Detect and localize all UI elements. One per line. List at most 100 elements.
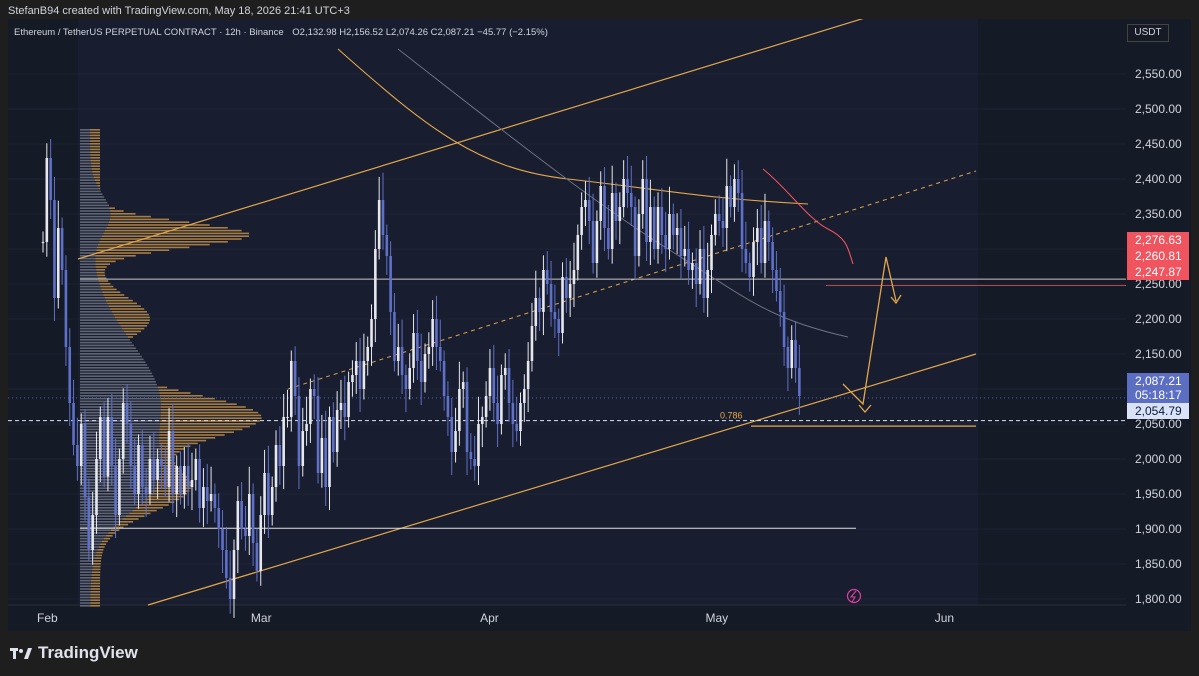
profile-bar: [80, 571, 92, 573]
candle-body: [106, 417, 110, 477]
profile-bar: [80, 409, 161, 411]
candle-body: [511, 403, 515, 424]
candle-body: [652, 207, 656, 249]
profile-bar: [90, 154, 100, 156]
profile-bar: [80, 129, 91, 131]
price-label-box: [1127, 232, 1189, 248]
candle-body: [358, 361, 362, 389]
alert-bolt-icon: [846, 588, 862, 604]
candle-body: [217, 508, 221, 529]
y-tick-label: 2,500.00: [1135, 102, 1182, 116]
price-label-box: [1127, 248, 1189, 264]
candle-body: [733, 179, 736, 207]
candle-body: [431, 319, 434, 347]
profile-bar: [80, 173, 93, 176]
y-axis: 2,550.00 2,500.00 2,450.00 2,400.00 2,350.00…: [1135, 67, 1182, 606]
price-label-box: [1127, 387, 1189, 403]
profile-bar: [108, 221, 190, 223]
candle-body: [538, 298, 541, 312]
profile-bar: [80, 509, 133, 512]
candle-body: [740, 193, 744, 249]
profile-bar: [95, 260, 116, 263]
profile-bar: [93, 560, 102, 562]
candle-body: [102, 417, 106, 477]
profile-bar: [80, 257, 96, 260]
grid: [8, 19, 1126, 605]
candle-body: [351, 375, 354, 382]
profile-bar: [96, 249, 170, 251]
profile-bar: [90, 129, 100, 131]
profile-bar: [80, 372, 152, 375]
profile-bar: [80, 350, 138, 352]
candle-body: [167, 431, 171, 487]
price-chart[interactable]: 2,550.00 2,500.00 2,450.00 2,400.00 2,350.00…: [8, 19, 1191, 631]
profile-bar: [80, 168, 92, 170]
profile-bar: [108, 532, 116, 534]
profile-bar: [80, 294, 104, 296]
profile-bar: [80, 325, 121, 327]
x-tick-label: May: [706, 611, 729, 625]
chart-frame[interactable]: 2,550.00 2,500.00 2,450.00 2,400.00 2,350.00…: [8, 19, 1191, 631]
profile-bar: [80, 582, 91, 585]
profile-bar: [80, 210, 111, 212]
profile-bar: [103, 294, 125, 296]
candle-body: [423, 354, 427, 382]
candle-body: [163, 466, 167, 487]
candle-body: [778, 291, 782, 312]
currency-selector[interactable]: USDT: [1127, 24, 1169, 42]
profile-bar: [80, 213, 111, 215]
candle-body: [64, 270, 68, 347]
candle-body: [247, 494, 251, 536]
profile-bar: [80, 269, 97, 271]
profile-bar: [80, 591, 91, 593]
candle-body: [72, 403, 75, 445]
candle-body: [748, 263, 751, 277]
profile-bar: [80, 386, 158, 389]
y-tick-label: 1,900.00: [1135, 522, 1182, 536]
candle-body: [683, 249, 687, 256]
candle-body: [244, 529, 247, 536]
profile-bar: [80, 288, 102, 291]
candle-body: [744, 249, 748, 263]
profile-bar: [90, 159, 100, 162]
profile-bar: [92, 173, 101, 176]
candle-body: [721, 221, 725, 228]
profile-bar: [80, 159, 91, 162]
candle-body: [87, 497, 91, 550]
candle-body: [488, 368, 492, 396]
candle-body: [576, 235, 580, 270]
candle-body: [156, 459, 159, 480]
candle-body: [786, 347, 790, 368]
channel-lower: [147, 353, 977, 606]
profile-bar: [80, 563, 94, 565]
candle-body: [519, 403, 522, 431]
y-tick-label: 2,550.00: [1135, 67, 1182, 81]
profile-bar: [127, 336, 134, 338]
candle-body: [656, 207, 660, 249]
profile-bar: [80, 529, 111, 531]
profile-bar: [80, 131, 91, 134]
profile-bar: [96, 182, 101, 184]
profile-bar: [80, 327, 123, 330]
symbol-info: Ethereum / TetherUS PERPETUAL CONTRACT ·…: [14, 27, 548, 38]
candle-body: [587, 200, 591, 221]
y-tick-label: 2,400.00: [1135, 172, 1182, 186]
candle-body: [385, 235, 389, 256]
profile-bar: [160, 406, 246, 408]
candle-body: [129, 424, 133, 466]
profile-bar: [80, 383, 157, 386]
profile-bar: [80, 238, 101, 240]
arrow-head-icon: [890, 294, 902, 305]
ohlc-values: O2,132.98 H2,156.52 L2,074.26 C2,087.21 …: [292, 27, 548, 38]
profile-bar: [107, 224, 210, 226]
profile-bar: [107, 302, 137, 305]
profile-bar: [92, 568, 101, 571]
profile-bar: [113, 526, 124, 529]
candle-body: [515, 424, 518, 431]
profile-bar: [159, 437, 216, 439]
footer-brand[interactable]: TradingView: [10, 643, 138, 663]
candle-body: [270, 487, 274, 515]
profile-bar: [159, 431, 234, 433]
candle-body: [526, 361, 530, 389]
profile-bar: [116, 523, 129, 526]
